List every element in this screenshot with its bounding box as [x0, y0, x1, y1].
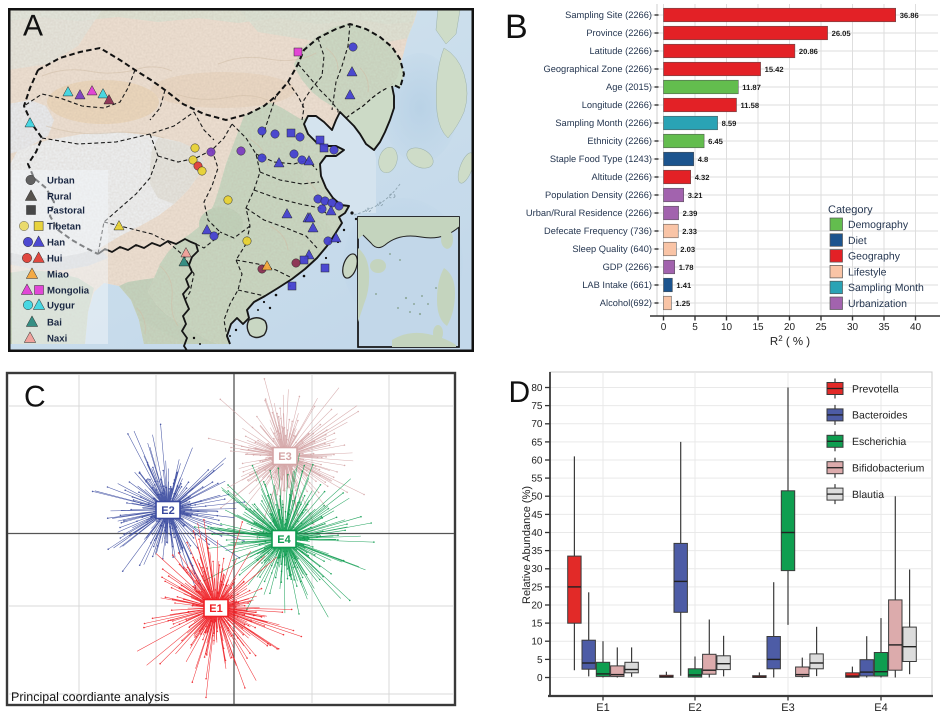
- svg-text:Sampling Month (2266): Sampling Month (2266): [555, 118, 652, 128]
- svg-text:E3: E3: [278, 451, 291, 463]
- svg-text:11.58: 11.58: [741, 101, 760, 110]
- svg-text:Province (2266): Province (2266): [586, 28, 652, 38]
- svg-text:25: 25: [531, 582, 543, 593]
- svg-text:0: 0: [661, 322, 667, 333]
- svg-text:65: 65: [531, 437, 543, 448]
- svg-text:6.45: 6.45: [708, 137, 724, 146]
- svg-text:30: 30: [847, 322, 859, 333]
- svg-text:Urban/Rural Residence (2266): Urban/Rural Residence (2266): [526, 208, 652, 218]
- svg-text:Geography: Geography: [848, 251, 901, 263]
- svg-text:E4: E4: [277, 534, 291, 546]
- svg-text:Age (2015): Age (2015): [606, 82, 652, 92]
- svg-text:55: 55: [531, 474, 543, 485]
- svg-text:B: B: [505, 8, 528, 46]
- svg-text:Rural: Rural: [47, 192, 72, 203]
- svg-text:Staple Food Type (1243): Staple Food Type (1243): [550, 154, 652, 164]
- svg-text:Relative Abundance (%): Relative Abundance (%): [521, 486, 533, 604]
- svg-text:Lifestyle: Lifestyle: [848, 266, 887, 278]
- svg-text:Sampling Month: Sampling Month: [848, 282, 924, 294]
- svg-text:E2: E2: [161, 505, 174, 517]
- svg-text:Demography: Demography: [848, 219, 909, 231]
- svg-text:Hui: Hui: [47, 254, 62, 265]
- svg-text:15: 15: [752, 322, 764, 333]
- svg-text:11.87: 11.87: [742, 83, 761, 92]
- svg-text:50: 50: [531, 492, 543, 503]
- svg-text:80: 80: [531, 383, 543, 394]
- svg-text:C: C: [24, 381, 46, 414]
- svg-text:E4: E4: [874, 702, 887, 714]
- svg-text:Pastoral: Pastoral: [47, 206, 85, 217]
- svg-text:Bacteroides: Bacteroides: [852, 410, 907, 422]
- svg-text:3.21: 3.21: [688, 191, 704, 200]
- svg-text:5: 5: [537, 655, 543, 666]
- svg-text:20: 20: [784, 322, 796, 333]
- svg-text:20.86: 20.86: [799, 47, 818, 56]
- svg-text:LAB Intake (661): LAB Intake (661): [582, 280, 652, 290]
- svg-text:Altitude (2266): Altitude (2266): [592, 172, 652, 182]
- svg-text:25: 25: [815, 322, 827, 333]
- svg-text:D: D: [509, 376, 531, 409]
- svg-text:Longitude (2266): Longitude (2266): [582, 100, 652, 110]
- svg-text:Uygur: Uygur: [47, 301, 75, 312]
- svg-text:1.78: 1.78: [679, 263, 694, 272]
- svg-text:R2 ( % ): R2 ( % ): [770, 334, 810, 348]
- svg-text:Han: Han: [47, 238, 65, 249]
- svg-text:Diet: Diet: [848, 235, 867, 247]
- svg-text:E1: E1: [209, 603, 222, 615]
- svg-text:26.05: 26.05: [832, 29, 852, 38]
- svg-text:Urbanization: Urbanization: [848, 298, 907, 310]
- svg-text:40: 40: [910, 322, 922, 333]
- svg-text:15.42: 15.42: [765, 65, 784, 74]
- svg-text:Blautia: Blautia: [852, 489, 884, 501]
- svg-text:Sleep Quality (640): Sleep Quality (640): [572, 244, 652, 254]
- svg-text:Urban: Urban: [47, 176, 75, 187]
- svg-text:10: 10: [531, 637, 543, 648]
- svg-text:5: 5: [692, 322, 698, 333]
- svg-text:30: 30: [531, 564, 543, 575]
- svg-text:Latitude (2266): Latitude (2266): [589, 46, 652, 56]
- svg-text:Population Density (2266): Population Density (2266): [545, 190, 652, 200]
- svg-text:70: 70: [531, 419, 543, 430]
- svg-text:Bai: Bai: [47, 318, 62, 329]
- svg-text:4.8: 4.8: [698, 155, 709, 164]
- svg-text:E3: E3: [781, 702, 794, 714]
- svg-text:Bifidobacterium: Bifidobacterium: [852, 463, 925, 475]
- svg-text:GDP (2266): GDP (2266): [603, 262, 652, 272]
- svg-text:8.59: 8.59: [722, 119, 737, 128]
- svg-text:Tibetan: Tibetan: [47, 222, 81, 233]
- svg-text:Principal coordiante analysis: Principal coordiante analysis: [11, 690, 169, 704]
- svg-text:Miao: Miao: [47, 270, 69, 281]
- svg-text:Defecate Frequency (736): Defecate Frequency (736): [544, 226, 652, 236]
- svg-text:2.39: 2.39: [683, 209, 698, 218]
- svg-text:Geographical Zone (2266): Geographical Zone (2266): [543, 64, 652, 74]
- svg-text:Mongolia: Mongolia: [47, 286, 90, 297]
- svg-text:Alcohol(692): Alcohol(692): [600, 298, 652, 308]
- svg-text:60: 60: [531, 455, 543, 466]
- svg-text:0: 0: [537, 673, 543, 684]
- svg-text:1.25: 1.25: [675, 299, 691, 308]
- svg-text:1.41: 1.41: [676, 281, 692, 290]
- svg-text:Sampling Site (2266): Sampling Site (2266): [565, 10, 652, 20]
- svg-text:2.33: 2.33: [682, 227, 697, 236]
- svg-text:75: 75: [531, 401, 543, 412]
- svg-text:A: A: [23, 10, 43, 43]
- svg-text:2.03: 2.03: [680, 245, 695, 254]
- svg-text:20: 20: [531, 600, 543, 611]
- svg-text:4.32: 4.32: [695, 173, 710, 182]
- svg-text:35: 35: [878, 322, 890, 333]
- svg-text:Category: Category: [828, 204, 873, 216]
- svg-text:Naxi: Naxi: [47, 334, 67, 345]
- svg-text:15: 15: [531, 619, 543, 630]
- svg-text:Ethnicity (2266): Ethnicity (2266): [587, 136, 652, 146]
- svg-text:Prevotella: Prevotella: [852, 383, 899, 395]
- svg-text:36.86: 36.86: [900, 11, 919, 20]
- svg-text:Escherichia: Escherichia: [852, 436, 906, 448]
- svg-text:40: 40: [531, 528, 543, 539]
- svg-text:E2: E2: [688, 702, 701, 714]
- svg-text:E1: E1: [596, 702, 609, 714]
- svg-text:10: 10: [721, 322, 733, 333]
- svg-text:45: 45: [531, 510, 543, 521]
- svg-text:35: 35: [531, 546, 543, 557]
